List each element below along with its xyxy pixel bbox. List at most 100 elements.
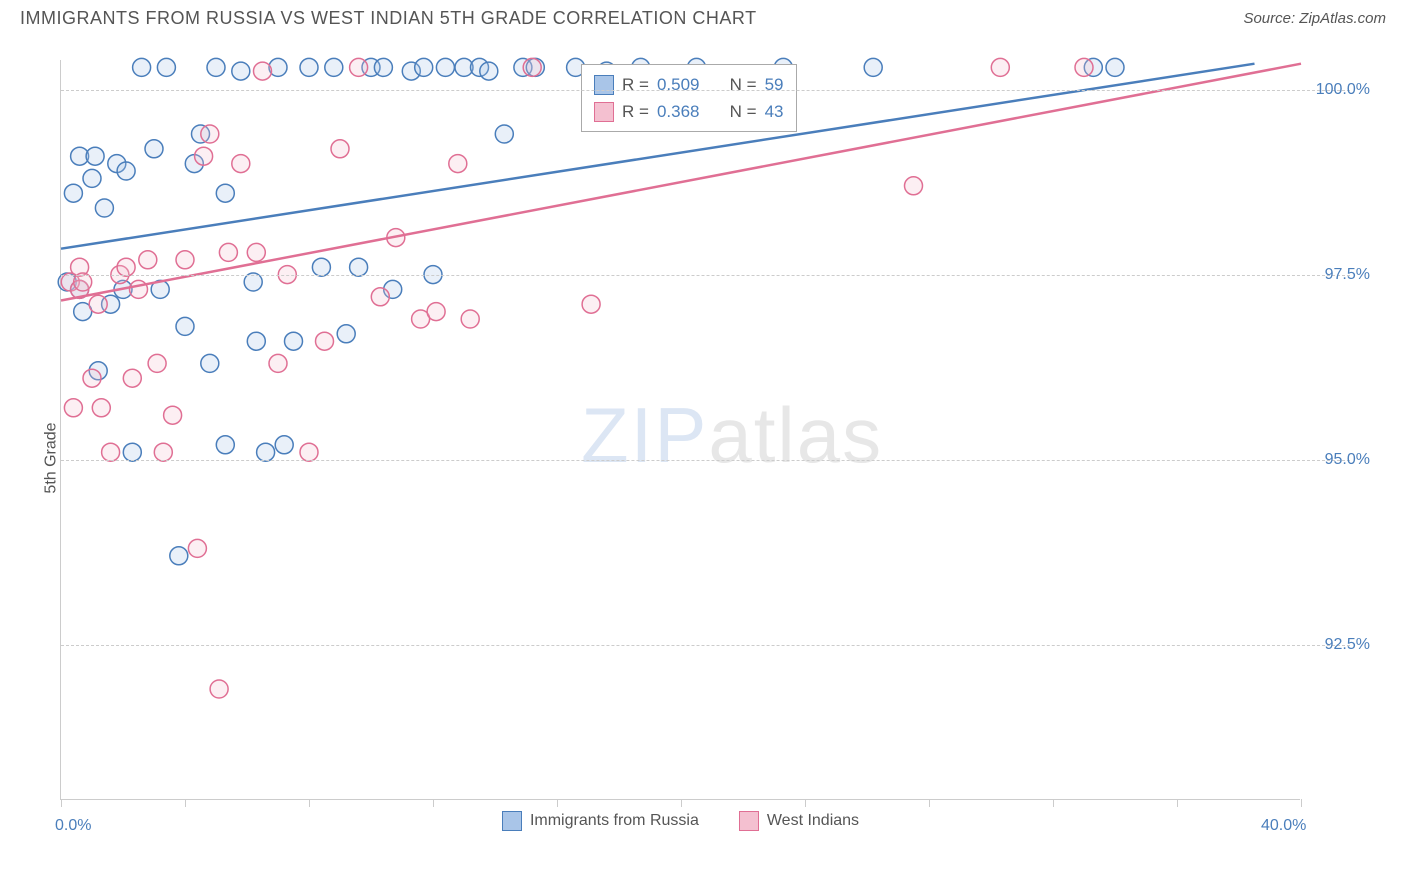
- scatter-point: [461, 310, 479, 328]
- chart-title: IMMIGRANTS FROM RUSSIA VS WEST INDIAN 5T…: [20, 8, 757, 29]
- series-legend-label: West Indians: [767, 812, 859, 830]
- gridline-horizontal: [61, 645, 1350, 646]
- scatter-point: [201, 354, 219, 372]
- stats-legend: R =0.509 N =59R =0.368 N =43: [581, 64, 797, 132]
- scatter-point: [176, 317, 194, 335]
- scatter-point: [219, 243, 237, 261]
- y-tick-label: 100.0%: [1316, 81, 1370, 99]
- scatter-point: [325, 58, 343, 76]
- legend-n-prefix: N =: [725, 98, 757, 125]
- scatter-point: [257, 443, 275, 461]
- scatter-point: [89, 295, 107, 313]
- scatter-point: [244, 273, 262, 291]
- scatter-point: [337, 325, 355, 343]
- legend-r-value: 0.368: [657, 98, 717, 125]
- scatter-point: [170, 547, 188, 565]
- legend-n-value: 43: [765, 98, 784, 125]
- x-tick: [557, 799, 558, 807]
- scatter-point: [436, 58, 454, 76]
- scatter-point: [350, 58, 368, 76]
- legend-n-prefix: N =: [725, 71, 757, 98]
- scatter-point: [864, 58, 882, 76]
- legend-row: R = 0.368 N = 43: [594, 98, 784, 125]
- x-axis-end-label: 0.0%: [55, 817, 91, 835]
- scatter-point: [164, 406, 182, 424]
- scatter-point: [316, 332, 334, 350]
- scatter-point: [102, 443, 120, 461]
- scatter-point: [449, 155, 467, 173]
- plot-area: ZIPatlas R =0.509 N =59R =0.368 N =43 Im…: [60, 60, 1300, 800]
- gridline-horizontal: [61, 275, 1350, 276]
- scatter-point: [1106, 58, 1124, 76]
- y-axis-label: 5th Grade: [43, 422, 61, 493]
- scatter-point: [210, 680, 228, 698]
- scatter-point: [154, 443, 172, 461]
- chart-container: 5th Grade ZIPatlas R =0.509 N =59R =0.36…: [20, 48, 1386, 868]
- y-tick-label: 95.0%: [1325, 451, 1370, 469]
- legend-r-prefix: R =: [622, 98, 649, 125]
- x-tick: [61, 799, 62, 807]
- x-axis-end-label: 40.0%: [1261, 817, 1306, 835]
- y-tick-label: 97.5%: [1325, 266, 1370, 284]
- series-legend-item: West Indians: [739, 811, 859, 831]
- scatter-point: [139, 251, 157, 269]
- x-tick: [185, 799, 186, 807]
- scatter-point: [247, 243, 265, 261]
- scatter-point: [86, 147, 104, 165]
- y-tick-label: 92.5%: [1325, 636, 1370, 654]
- x-tick: [681, 799, 682, 807]
- scatter-point: [92, 399, 110, 417]
- x-tick: [309, 799, 310, 807]
- scatter-point: [216, 184, 234, 202]
- legend-swatch: [594, 102, 614, 122]
- scatter-point: [123, 369, 141, 387]
- scatter-point: [157, 58, 175, 76]
- scatter-point: [350, 258, 368, 276]
- scatter-point: [83, 369, 101, 387]
- x-tick: [1177, 799, 1178, 807]
- scatter-point: [117, 258, 135, 276]
- scatter-point: [145, 140, 163, 158]
- scatter-point: [188, 539, 206, 557]
- scatter-point: [523, 58, 541, 76]
- x-tick: [433, 799, 434, 807]
- series-legend-item: Immigrants from Russia: [502, 811, 699, 831]
- scatter-point: [64, 184, 82, 202]
- scatter-point: [64, 399, 82, 417]
- legend-n-value: 59: [765, 71, 784, 98]
- legend-row: R =0.509 N =59: [594, 71, 784, 98]
- scatter-point: [74, 273, 92, 291]
- scatter-point: [415, 58, 433, 76]
- scatter-point: [133, 58, 151, 76]
- scatter-point: [312, 258, 330, 276]
- scatter-point: [201, 125, 219, 143]
- scatter-point: [207, 58, 225, 76]
- scatter-point: [427, 303, 445, 321]
- scatter-point: [300, 443, 318, 461]
- scatter-point: [374, 58, 392, 76]
- scatter-point: [130, 280, 148, 298]
- scatter-point: [195, 147, 213, 165]
- scatter-point: [232, 155, 250, 173]
- legend-r-prefix: R =: [622, 71, 649, 98]
- scatter-point: [1075, 58, 1093, 76]
- scatter-point: [495, 125, 513, 143]
- x-tick: [805, 799, 806, 807]
- series-legend: Immigrants from Russia West Indians: [61, 811, 1300, 831]
- scatter-point: [117, 162, 135, 180]
- series-legend-label: Immigrants from Russia: [530, 812, 699, 830]
- scatter-point: [148, 354, 166, 372]
- scatter-point: [247, 332, 265, 350]
- scatter-point: [371, 288, 389, 306]
- legend-swatch: [594, 75, 614, 95]
- scatter-point: [582, 295, 600, 313]
- scatter-point: [275, 436, 293, 454]
- gridline-horizontal: [61, 460, 1350, 461]
- scatter-point: [331, 140, 349, 158]
- scatter-point: [95, 199, 113, 217]
- scatter-svg: [61, 60, 1300, 799]
- scatter-point: [232, 62, 250, 80]
- x-tick: [1301, 799, 1302, 807]
- source-label: Source: ZipAtlas.com: [1243, 10, 1386, 27]
- scatter-point: [216, 436, 234, 454]
